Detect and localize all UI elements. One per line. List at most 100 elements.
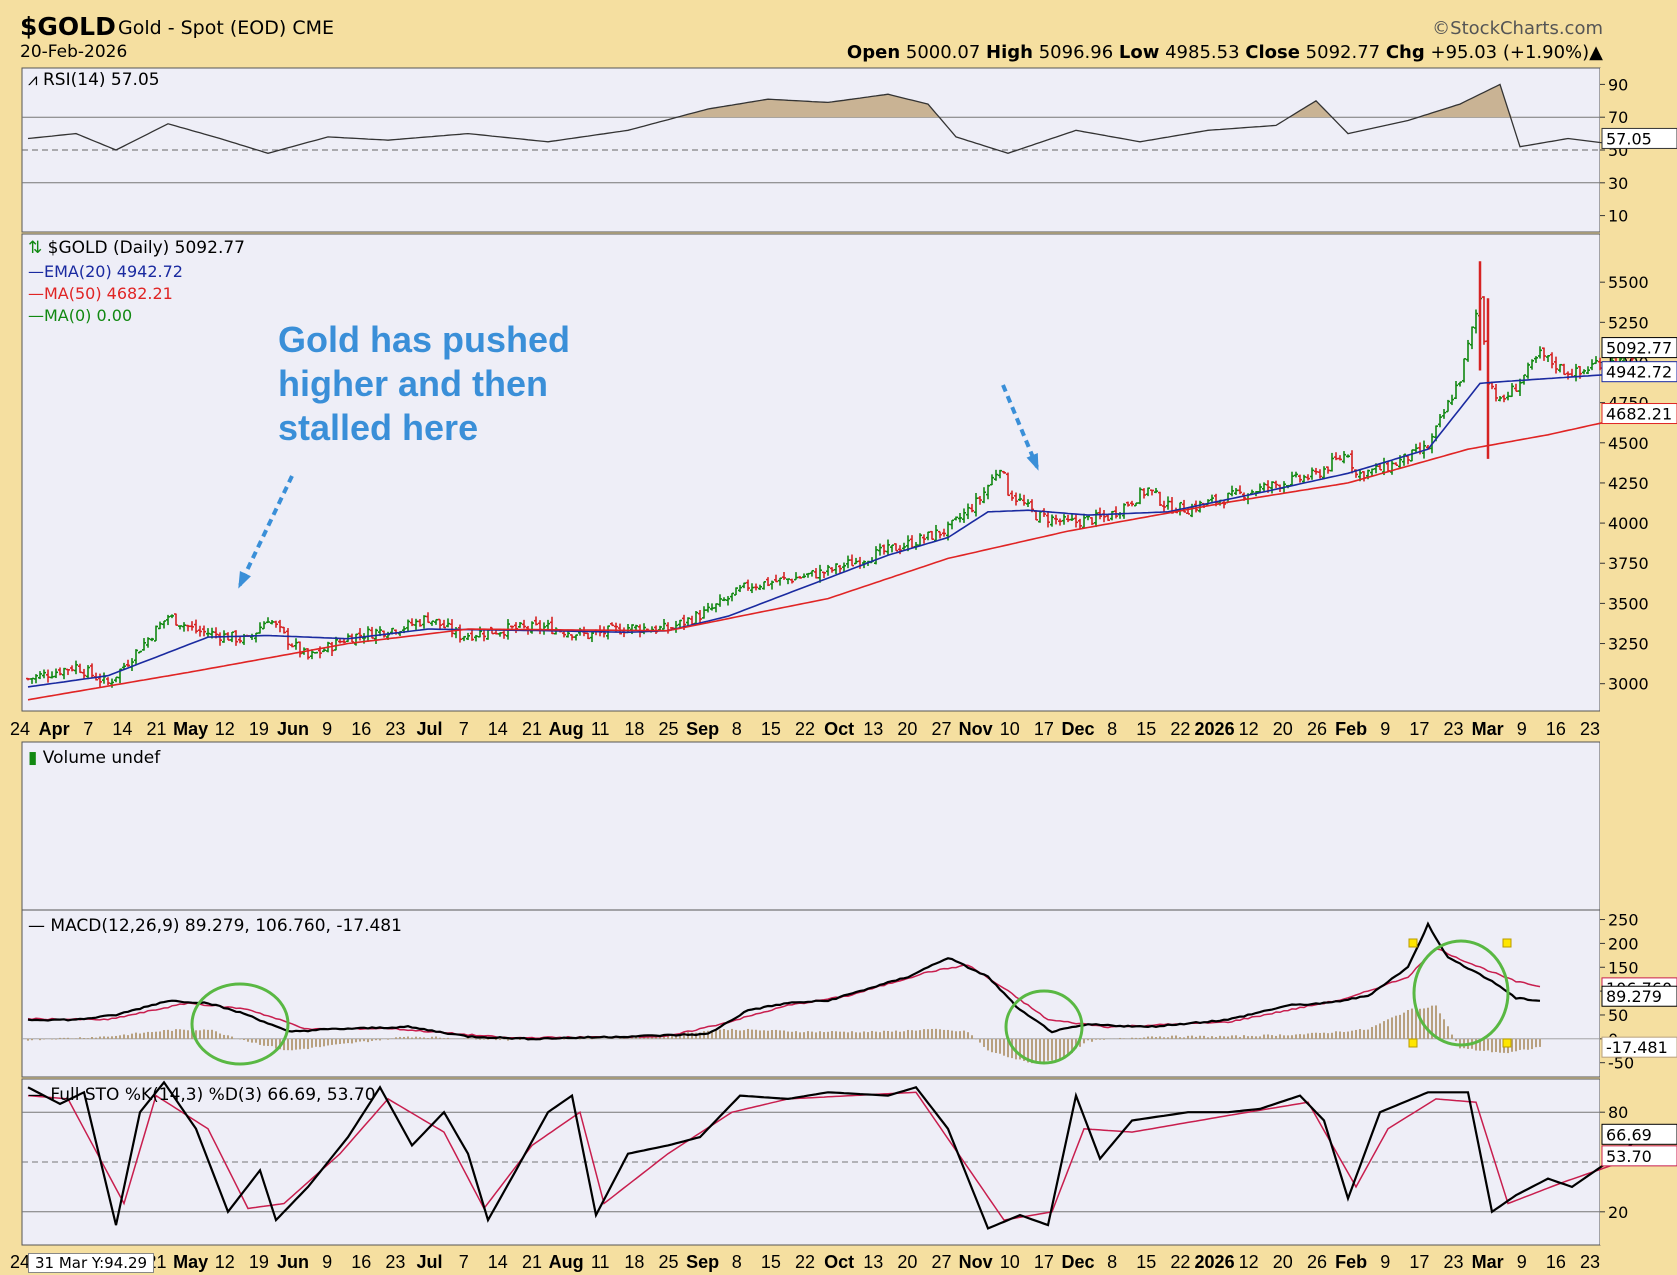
x-axis-tick-label: 9 [1517,1252,1527,1272]
x-axis-tick-label: 14 [112,719,132,739]
x-axis-tick-label: 13 [863,1252,883,1272]
price-axis-label: 4250 [1608,474,1649,493]
macd-axis-label: 50 [1608,1006,1628,1025]
x-axis-tick-label: Jun [277,1252,309,1272]
x-axis-bottom-strip [22,1246,1600,1272]
x-axis-tick-label: 22 [1170,1252,1190,1272]
x-axis-tick-label: Apr [39,719,70,739]
x-axis-tick-label: Mar [1472,719,1504,739]
x-axis-tick-label: 15 [761,1252,781,1272]
x-axis-tick-label: 2026 [1195,719,1235,739]
x-axis-tick-label: 9 [1380,719,1390,739]
ema-legend: —EMA(20) 4942.72 [28,262,183,281]
x-axis-tick-label: 13 [863,719,883,739]
x-axis-tick-label: 22 [1170,719,1190,739]
x-axis-tick-label: Feb [1335,719,1367,739]
price-axis-label: 3000 [1608,675,1649,694]
x-axis-tick-label: 16 [1546,719,1566,739]
x-axis-tick-label: 20 [897,1252,917,1272]
macd-hist-tag-box [1601,1036,1677,1058]
x-axis-tick-label: 21 [522,1252,542,1272]
rsi-axis-label: 10 [1608,207,1628,226]
exchange-label: CME [292,17,334,39]
macd-legend: — MACD(12,26,9) 89.279, 106.760, -17.481 [28,916,402,936]
macd-legend-text: MACD(12,26,9) 89.279, 106.760, -17.481 [50,916,402,936]
selection-handle [1408,1038,1418,1048]
x-axis-tick-label: 23 [385,1252,405,1272]
x-axis-tick-label: May [173,1252,208,1272]
ema20-line [27,371,1645,688]
macd-value-tag-box [1601,985,1677,1007]
x-axis-tick-label: Nov [959,1252,993,1272]
ma50-line [27,412,1645,701]
price-axis-label: 3250 [1608,635,1649,654]
price-legend-title: ⇅ $GOLD (Daily) 5092.77 [28,238,245,258]
rsi-line [27,83,1645,154]
sto-d-tag: 53.70 [1606,1147,1652,1166]
rsi-legend-text: RSI(14) 57.05 [43,70,160,90]
x-axis-tick-label: 24 [10,1252,30,1272]
x-axis-tick-label: 17 [1409,1252,1429,1272]
x-axis-tick-label: 17 [1034,1252,1054,1272]
selection-handle [1502,1038,1512,1048]
sto-d-line [27,1091,1645,1221]
x-axis-tick-label: Jul [417,1252,443,1272]
x-axis-tick-label: 22 [795,719,815,739]
open-label: Open [846,42,901,63]
price-axis-label: 4000 [1608,514,1649,533]
annotation-circle-1 [190,982,290,1066]
x-axis-tick-label: Aug [549,1252,584,1272]
macd-value-tag: 89.279 [1606,987,1662,1006]
x-axis-tick-label: 19 [249,1252,269,1272]
macd-signal-line [27,948,1541,1040]
x-axis-tick-label: May [173,719,208,739]
x-axis-tick-label: Feb [1335,1252,1367,1272]
x-axis-tick-label: 25 [658,1252,678,1272]
x-axis-tick-label: Dec [1062,719,1095,739]
ema-legend-text: EMA(20) 4942.72 [44,262,183,281]
sto-axis-label: 20 [1608,1203,1628,1222]
stockcharts-credit[interactable]: ©StockCharts.com [1432,18,1603,39]
annotation-text: Gold has pushed higher and then stalled … [278,319,571,448]
x-axis-tick-label: 21 [522,719,542,739]
price-close-tag-box [1601,337,1677,359]
macd-line [27,921,1541,1041]
x-axis-tick-label: 12 [215,719,235,739]
x-axis-tick-label: 7 [83,719,93,739]
x-axis-tick-label: 15 [761,719,781,739]
annotation-arrow-2-head [1026,453,1039,471]
x-axis-tick-label: 11 [591,719,610,739]
ema-value-tag: 4942.72 [1606,363,1672,382]
x-axis-tick-label: 16 [351,719,371,739]
selection-handle [1408,938,1418,948]
x-axis-tick-label: 16 [1546,1252,1566,1272]
sto-k-tag: 66.69 [1606,1125,1652,1144]
x-axis-tick-label: Jun [277,719,309,739]
low-value: 4985.53 [1165,42,1240,63]
x-axis-tick-label: 17 [1034,719,1054,739]
low-label: Low [1118,42,1160,63]
x-axis-tick-label: Sep [686,1252,719,1272]
price-axis-label: 3750 [1608,554,1649,573]
high-label: High [986,42,1033,63]
x-axis-tick-label: 8 [1107,719,1117,739]
annotation-arrow-2 [1001,384,1039,468]
x-axis-tick-label: 16 [351,1252,371,1272]
sto-d-tag-box [1601,1145,1677,1167]
x-axis-tick-label: 8 [732,719,742,739]
x-axis-tick-label: Nov [959,719,993,739]
rsi-axis-label: 30 [1608,174,1628,193]
rsi-overbought-fill [28,84,1644,118]
macd-histogram [27,1005,1541,1064]
x-axis-tick-label: 24 [10,719,30,739]
x-axis-tick-label: 9 [1380,1252,1390,1272]
chart-date: 20-Feb-2026 [20,42,128,62]
price-axis-label: 5250 [1608,313,1649,332]
cursor-readout: 31 Mar Y:94.29 [28,1253,155,1273]
macd-axis-label: 150 [1608,958,1639,977]
volume-panel [21,741,1601,911]
x-axis-tick-label: 15 [1136,1252,1156,1272]
ma0-legend-text: MA(0) 0.00 [44,306,133,325]
price-panel [21,233,1601,712]
